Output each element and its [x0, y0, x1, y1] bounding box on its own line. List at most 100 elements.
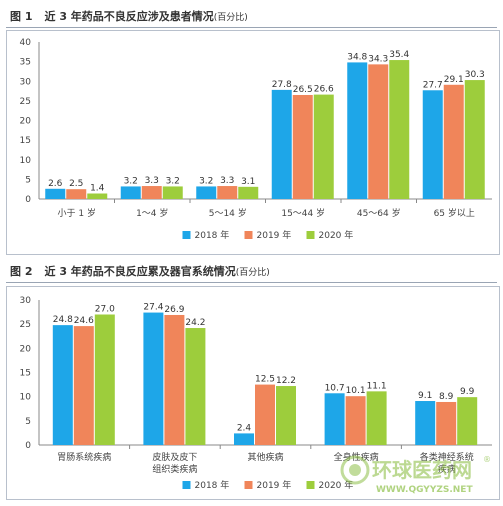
chart-1-bar [141, 186, 162, 199]
figure-2-unit: (百分比) [235, 268, 270, 278]
chart-1-legend-label: 2020 年 [319, 229, 354, 241]
chart-1-category-label: 45～64 岁 [357, 207, 401, 219]
chart-1-y-tick-label: 0 [25, 195, 31, 205]
figure-2-title-text: 近 3 年药品不良反应累及器官系统情况 [44, 265, 236, 278]
chart-2-category-label: 其他疾病 [247, 451, 283, 463]
chart-2-data-label: 2.4 [237, 423, 252, 433]
chart-1-legend-label: 2019 年 [257, 229, 292, 241]
chart-1-bar [464, 80, 485, 199]
chart-2-bar [94, 314, 115, 445]
chart-2-data-label: 8.9 [439, 392, 454, 402]
chart-1-bar [313, 94, 334, 199]
chart-2-category-label: 皮肤及皮下 [152, 451, 197, 463]
chart-2-data-label: 26.9 [164, 305, 184, 315]
chart-2-bar [234, 433, 254, 445]
chart-1-y-tick-label: 30 [20, 77, 32, 87]
chart-1-data-label: 2.6 [48, 179, 63, 189]
chart-2-bar [276, 386, 296, 445]
chart-1-data-label: 26.5 [293, 85, 313, 95]
chart-2-data-label: 27.0 [95, 305, 115, 315]
chart-2-legend-label: 2018 年 [195, 479, 230, 491]
chart-2-y-tick-label: 30 [20, 296, 32, 306]
chart-2-legend-swatch [244, 481, 253, 489]
chart-2-bar [436, 401, 457, 445]
chart-2-data-label: 24.8 [53, 315, 73, 325]
chart-1-data-label: 3.3 [145, 176, 159, 186]
chart-1-legend-swatch [244, 231, 253, 239]
chart-1-y-tick-label: 40 [20, 38, 32, 48]
chart-2-legend-label: 2020 年 [319, 479, 354, 491]
chart-1-bar [45, 188, 66, 199]
chart-1-bar [87, 193, 108, 199]
chart-1-y-tick-label: 25 [20, 97, 31, 107]
chart-1-category-label: 小于 1 岁 [58, 207, 96, 219]
chart-2-data-label: 9.9 [460, 387, 475, 397]
chart-2-y-tick-label: 5 [25, 417, 31, 427]
chart-2-data-label: 10.7 [325, 383, 345, 393]
figure-1-title-text: 近 3 年药品不良反应涉及患者情况 [44, 10, 214, 23]
chart-1-y-tick-label: 15 [20, 136, 31, 146]
chart-2-category-label: 全身性疾病 [334, 451, 379, 463]
chart-1-data-label: 3.2 [199, 176, 213, 186]
chart-1-data-label: 27.8 [272, 80, 292, 90]
chart-1-y-tick-label: 35 [20, 58, 31, 68]
chart-1-data-label: 26.6 [314, 85, 334, 95]
chart-2-y-tick-label: 0 [25, 441, 31, 451]
chart-1-bar [292, 94, 313, 199]
chart-1-bar [422, 90, 443, 199]
chart-1-bar [196, 186, 217, 199]
chart-1-panel: 0 5 10 15 20 25 30 35 40 2.6 2.5 1.4 小于 1 岁 3.2 3.3 3.2… [6, 30, 500, 255]
chart-2-legend-label: 2019 年 [257, 479, 292, 491]
chart-1-data-label: 3.2 [124, 176, 138, 186]
chart-1-category-label: 65 岁以上 [434, 207, 475, 219]
chart-1-legend-swatch [182, 231, 191, 239]
chart-2-y-tick-label: 20 [20, 344, 32, 354]
chart-1-bar [162, 186, 183, 199]
chart-2-data-label: 11.1 [367, 381, 387, 391]
figure-1-title: 图 1 近 3 年药品不良反应涉及患者情况(百分比) [10, 8, 248, 24]
chart-2-category-label: 各类神经系统 [420, 451, 474, 463]
chart-2-data-label: 27.4 [143, 303, 163, 313]
chart-2-bar [324, 393, 345, 445]
chart-2-bar [345, 396, 366, 445]
chart-1-bar [443, 84, 464, 199]
chart-2-y-tick-label: 25 [20, 320, 31, 330]
chart-1-bar [238, 186, 259, 199]
chart-2-bar [366, 391, 387, 445]
chart-1-data-label: 27.7 [423, 80, 443, 90]
chart-1-bar [271, 89, 292, 199]
chart-2-bar [415, 401, 436, 445]
chart-1-legend-label: 2018 年 [195, 229, 230, 241]
chart-2-data-label: 24.6 [74, 316, 94, 326]
figure-2-label: 图 2 [10, 265, 33, 278]
chart-2-bar [457, 397, 478, 445]
chart-1-category-label: 15～44 岁 [281, 207, 325, 219]
chart-1-data-label: 2.5 [69, 179, 83, 189]
chart-1-data-label: 3.2 [166, 176, 180, 186]
chart-1-bar [66, 189, 87, 199]
chart-1-data-label: 30.3 [465, 70, 485, 80]
chart-1-bar [120, 186, 141, 199]
chart-1-bar [389, 60, 410, 200]
chart-2-data-label: 12.5 [255, 375, 275, 385]
chart-1-bar [217, 186, 238, 199]
chart-2-data-label: 9.1 [418, 391, 432, 401]
figure-1-label: 图 1 [10, 10, 33, 23]
chart-2-data-label: 24.2 [185, 318, 205, 328]
chart-1-data-label: 29.1 [444, 75, 464, 85]
chart-1-data-label: 3.3 [220, 176, 234, 186]
chart-1-y-tick-label: 5 [25, 175, 31, 185]
figure-2-divider [6, 282, 497, 283]
chart-2-bar [255, 384, 275, 445]
chart-2-category-label: 组织类疾病 [152, 463, 197, 475]
chart-2-data-label: 12.2 [276, 376, 296, 386]
chart-2-panel: 0 5 10 15 20 25 30 24.8 24.6 27.0 胃肠系统疾病 27.4 26.9 24… [6, 286, 500, 500]
chart-2-category-label: 疾病 [438, 463, 456, 475]
chart-1-y-tick-label: 10 [20, 156, 32, 166]
figure-1-divider [6, 27, 497, 28]
chart-2-bar [73, 326, 94, 445]
chart-2-y-tick-label: 15 [20, 369, 31, 379]
chart-2-bar [185, 328, 206, 445]
chart-1-legend-swatch [306, 231, 315, 239]
chart-2-legend-swatch [182, 481, 191, 489]
